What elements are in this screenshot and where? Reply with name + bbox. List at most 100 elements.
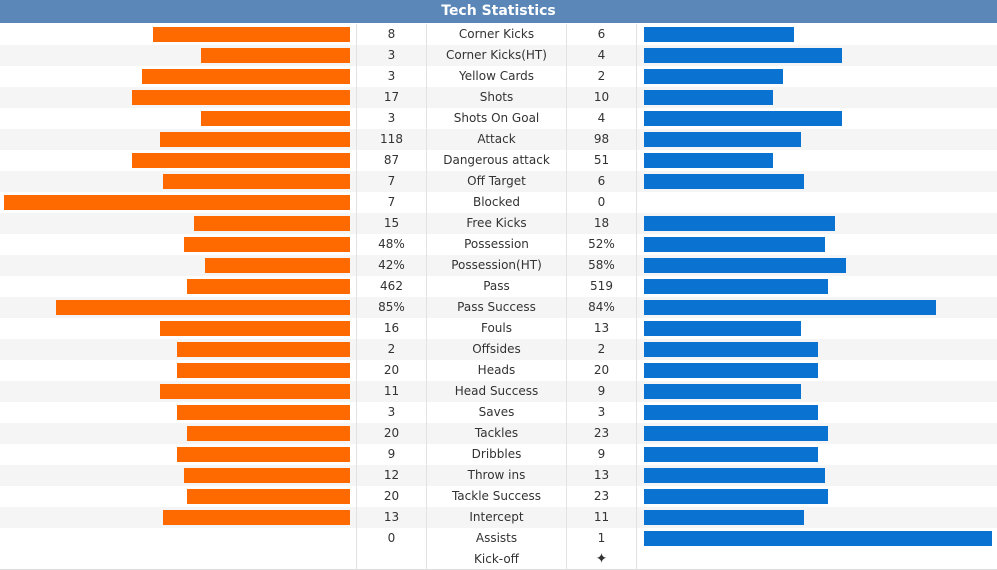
home-value: 118: [356, 129, 426, 150]
kickoff-label: Kick-off: [426, 549, 567, 570]
away-value: 11: [567, 507, 637, 528]
away-bar: [644, 153, 773, 168]
home-value: 2: [356, 339, 426, 360]
stat-label: Tackle Success: [426, 486, 567, 507]
home-value: 3: [356, 45, 426, 66]
stat-row: 7 Off Target 6: [0, 171, 997, 192]
away-bar: [644, 531, 992, 546]
away-bar: [644, 489, 828, 504]
home-value: 462: [356, 276, 426, 297]
away-kickoff-cell: ✦: [567, 549, 637, 570]
stat-row: 13 Intercept 11: [0, 507, 997, 528]
stat-row: 8 Corner Kicks 6: [0, 24, 997, 45]
kickoff-row: Kick-off ✦: [0, 549, 997, 570]
stat-label: Attack: [426, 129, 567, 150]
home-value: 7: [356, 192, 426, 213]
home-value: 20: [356, 486, 426, 507]
stat-label: Off Target: [426, 171, 567, 192]
away-bar: [644, 69, 783, 84]
home-bar: [177, 405, 350, 420]
home-value: 48%: [356, 234, 426, 255]
stat-row: 3 Saves 3: [0, 402, 997, 423]
home-bar: [142, 69, 350, 84]
away-value: 20: [567, 360, 637, 381]
away-value: 3: [567, 402, 637, 423]
home-bar: [132, 153, 350, 168]
home-value: 87: [356, 150, 426, 171]
away-bar: [644, 237, 825, 252]
stat-label: Dangerous attack: [426, 150, 567, 171]
away-value: 6: [567, 24, 637, 45]
home-bar: [177, 342, 350, 357]
away-value: 10: [567, 87, 637, 108]
away-bar: [644, 300, 936, 315]
home-bar: [132, 90, 350, 105]
stat-label: Corner Kicks: [426, 24, 567, 45]
home-value: 3: [356, 402, 426, 423]
stat-label: Head Success: [426, 381, 567, 402]
stat-row: 16 Fouls 13: [0, 318, 997, 339]
home-value: 20: [356, 360, 426, 381]
home-bar: [163, 174, 350, 189]
stat-label: Yellow Cards: [426, 66, 567, 87]
away-value: 98: [567, 129, 637, 150]
home-value: 16: [356, 318, 426, 339]
stat-row: 17 Shots 10: [0, 87, 997, 108]
away-bar: [644, 447, 818, 462]
home-bar: [160, 384, 350, 399]
home-bar: [184, 468, 350, 483]
stat-label: Saves: [426, 402, 567, 423]
away-value: 1: [567, 528, 637, 549]
away-value: 9: [567, 381, 637, 402]
home-kickoff-cell: [356, 549, 426, 570]
away-value: 4: [567, 45, 637, 66]
home-value: 3: [356, 66, 426, 87]
home-value: 3: [356, 108, 426, 129]
home-value: 9: [356, 444, 426, 465]
away-bar: [644, 279, 828, 294]
away-bar: [644, 90, 773, 105]
away-bar: [644, 258, 846, 273]
home-bar: [201, 111, 350, 126]
away-bar: [644, 48, 842, 63]
stat-label: Tackles: [426, 423, 567, 444]
stat-row: 11 Head Success 9: [0, 381, 997, 402]
away-value: 6: [567, 171, 637, 192]
away-bar: [644, 363, 818, 378]
stat-label: Heads: [426, 360, 567, 381]
home-value: 7: [356, 171, 426, 192]
home-value: 20: [356, 423, 426, 444]
away-value: 2: [567, 339, 637, 360]
away-value: 23: [567, 423, 637, 444]
stat-row: 2 Offsides 2: [0, 339, 997, 360]
away-bar: [644, 111, 842, 126]
away-value: 52%: [567, 234, 637, 255]
stat-row: 20 Tackles 23: [0, 423, 997, 444]
away-value: 84%: [567, 297, 637, 318]
stat-row: 462 Pass 519: [0, 276, 997, 297]
stat-label: Shots: [426, 87, 567, 108]
home-bar: [4, 195, 350, 210]
home-value: 12: [356, 465, 426, 486]
away-bar: [644, 405, 818, 420]
away-value: 0: [567, 192, 637, 213]
stat-row: 12 Throw ins 13: [0, 465, 997, 486]
home-bar: [177, 447, 350, 462]
home-bar: [177, 363, 350, 378]
home-bar: [187, 279, 350, 294]
stat-label: Fouls: [426, 318, 567, 339]
away-value: 4: [567, 108, 637, 129]
stat-label: Shots On Goal: [426, 108, 567, 129]
away-value: 58%: [567, 255, 637, 276]
home-bar: [153, 27, 350, 42]
away-value: 9: [567, 444, 637, 465]
home-value: 42%: [356, 255, 426, 276]
away-bar: [644, 468, 825, 483]
stat-label: Pass Success: [426, 297, 567, 318]
stat-label: Throw ins: [426, 465, 567, 486]
home-value: 0: [356, 528, 426, 549]
stat-row: 3 Shots On Goal 4: [0, 108, 997, 129]
stat-row: 7 Blocked 0: [0, 192, 997, 213]
away-value: 2: [567, 66, 637, 87]
